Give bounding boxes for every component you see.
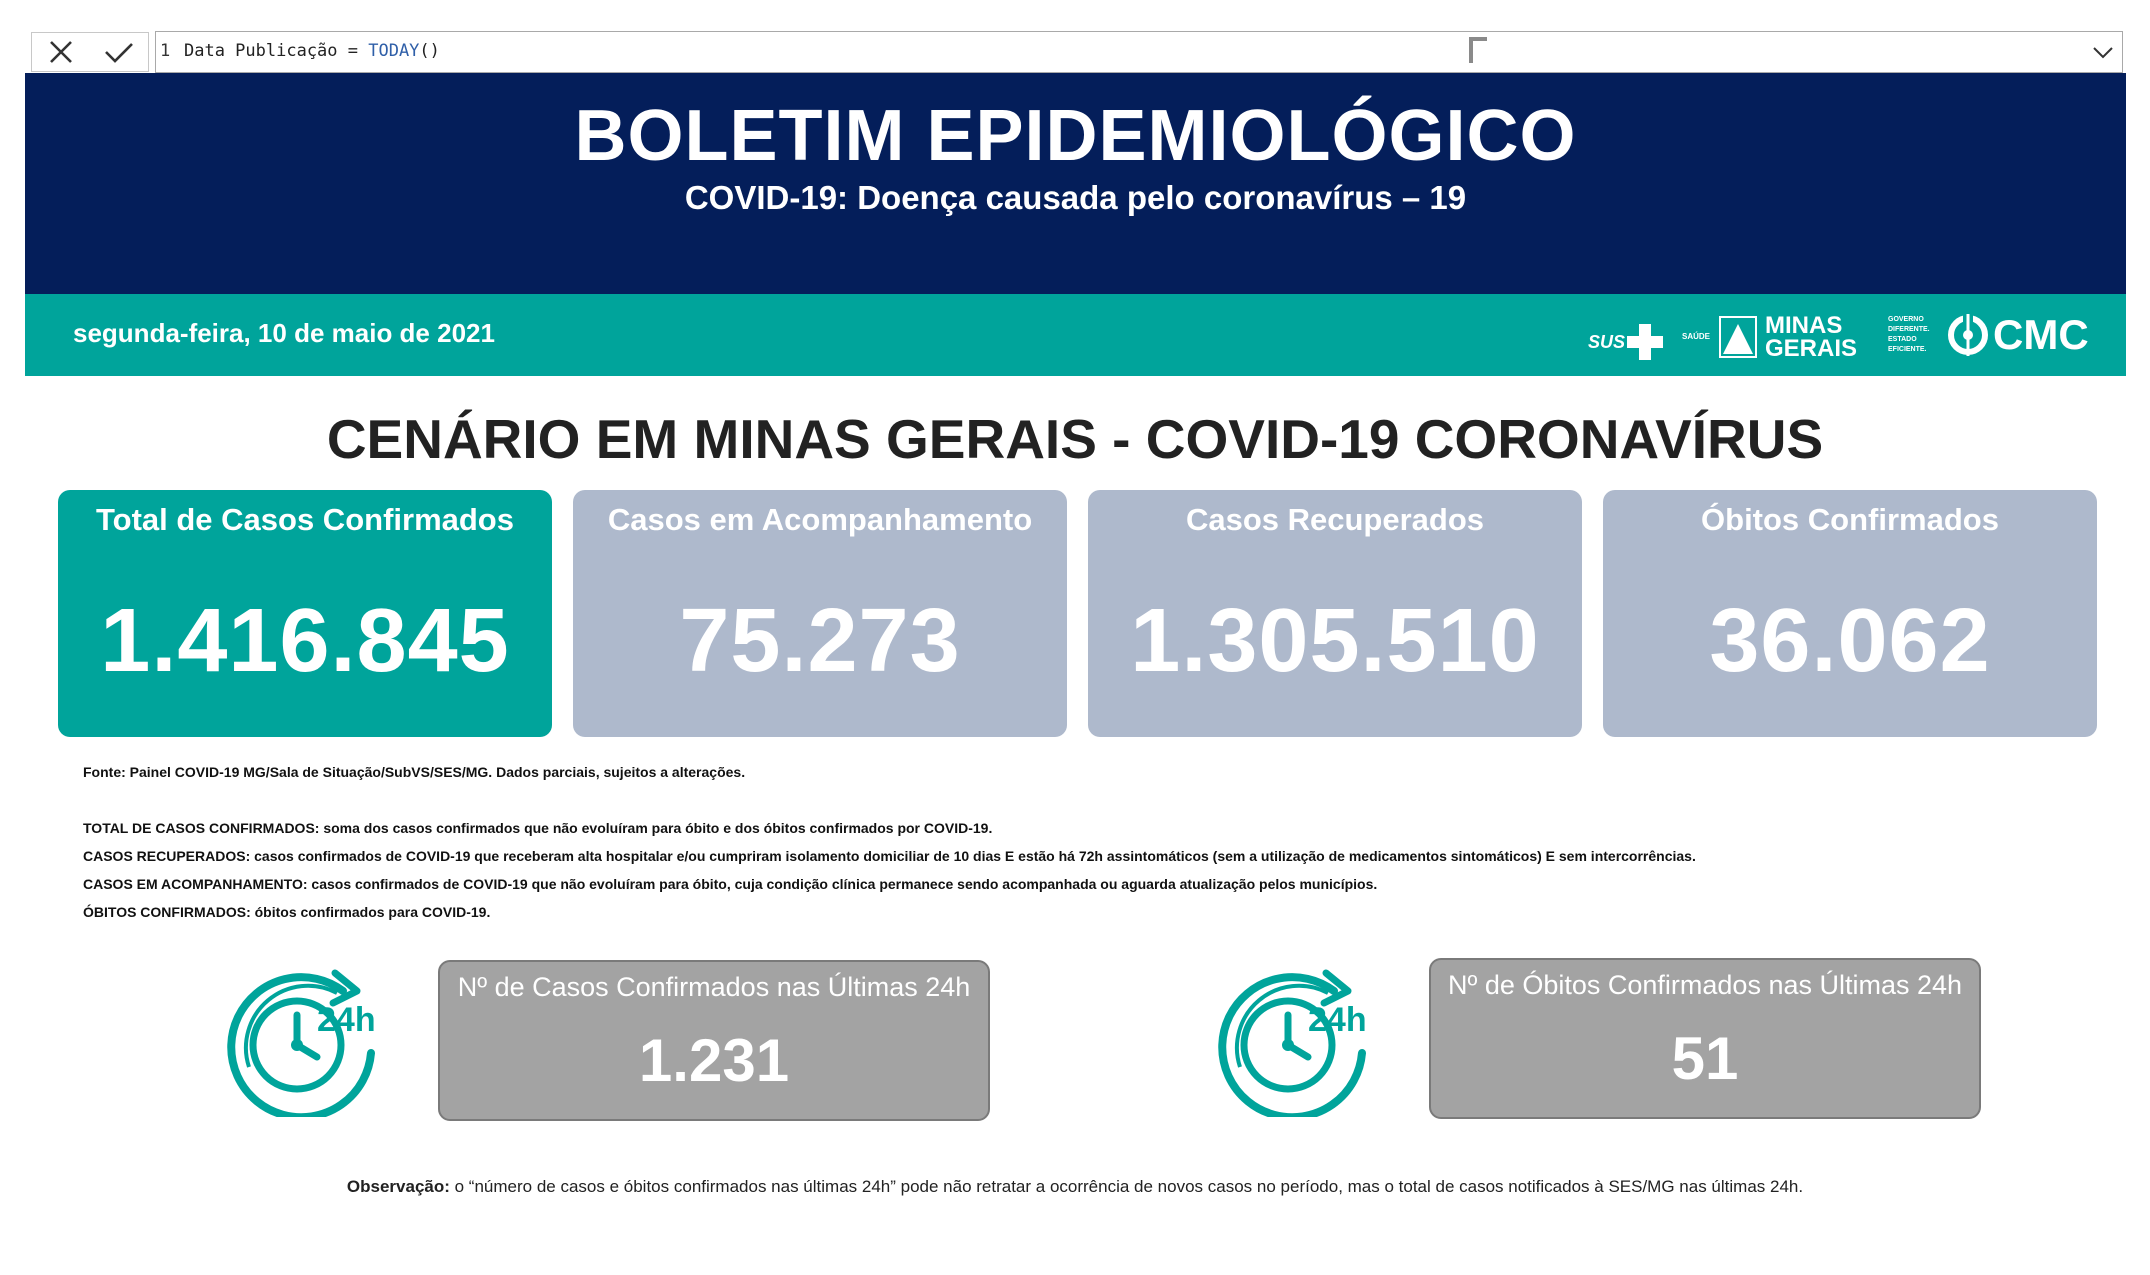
formula-text: Data Publicação = TODAY() <box>184 41 440 61</box>
clock-24h-icon: 24h <box>1218 969 1367 1117</box>
definition-total: TOTAL DE CASOS CONFIRMADOS: soma dos cas… <box>83 820 993 836</box>
date-band: segunda-feira, 10 de maio de 2021 SUS SA… <box>25 294 2126 376</box>
observation-note: Observação: o “número de casos e óbitos … <box>0 1177 2150 1197</box>
cmc-logo: CMC <box>1945 310 2089 360</box>
tagline-4: EFICIENTE. <box>1888 346 1927 353</box>
definition-deaths: ÓBITOS CONFIRMADOS: óbitos confirmados p… <box>83 904 491 920</box>
source-note: Fonte: Painel COVID-19 MG/Sala de Situaç… <box>83 764 746 780</box>
minas-gerais-logo: MINAS GERAIS GOVERNO DIFERENTE. ESTADO E… <box>1719 312 1959 362</box>
tagline-3: ESTADO <box>1888 336 1917 343</box>
card-value: 1.305.510 <box>1130 591 1540 691</box>
section-title: CENÁRIO EM MINAS GERAIS - COVID-19 CORON… <box>326 408 1824 470</box>
clock-label: 24h <box>1308 1001 1367 1039</box>
tagline-1: GOVERNO <box>1888 316 1924 323</box>
cases-24h-value: 1.231 <box>638 1027 790 1094</box>
observation-text: o “número de casos e óbitos confirmados … <box>449 1177 1804 1196</box>
close-icon[interactable] <box>46 37 76 67</box>
formula-args: () <box>419 41 440 61</box>
sus-logo: SUS <box>1588 324 1664 360</box>
definition-recovered: CASOS RECUPERADOS: casos confirmados de … <box>83 848 1696 864</box>
card-value: 36.062 <box>1709 591 1991 691</box>
formula-bar-buttons <box>31 32 149 72</box>
report-header: BOLETIM EPIDEMIOLÓGICO COVID-19: Doença … <box>25 73 2126 294</box>
gerais-text: GERAIS <box>1765 335 1858 362</box>
deaths-24h-label: Nº de Óbitos Confirmados nas Últimas 24h <box>1447 970 1963 1000</box>
tagline-2: DIFERENTE. <box>1888 326 1930 333</box>
mountain-icon <box>1719 316 1757 358</box>
cases-24h-label: Nº de Casos Confirmados nas Últimas 24h <box>457 972 971 1002</box>
clock-24h-icon: 24h <box>227 969 376 1117</box>
cursor-marker <box>1469 37 1473 63</box>
definition-monitoring: CASOS EM ACOMPANHAMENTO: casos confirmad… <box>83 876 1378 892</box>
cases-24h-box: Nº de Casos Confirmados nas Últimas 24h … <box>438 960 990 1121</box>
saude-label: SAÚDE <box>1682 332 1711 341</box>
card-label: Total de Casos Confirmados <box>96 502 514 537</box>
sus-logo-text: SUS <box>1588 331 1626 352</box>
card-label: Casos em Acompanhamento <box>607 502 1033 537</box>
cmc-emblem-icon <box>1948 310 1988 356</box>
line-number: 1 <box>160 41 171 61</box>
minas-text: MINAS <box>1765 312 1843 339</box>
page-subtitle: COVID-19: Doença causada pelo coronavíru… <box>684 179 1467 216</box>
card-label: Óbitos Confirmados <box>1701 502 1999 537</box>
formula-function: TODAY <box>368 41 420 61</box>
cursor-marker-top <box>1469 37 1487 41</box>
formula-bar-input[interactable]: 1 Data Publicação = TODAY() <box>155 31 2123 73</box>
page-title: BOLETIM EPIDEMIOLÓGICO <box>574 96 1577 176</box>
card-label: Casos Recuperados <box>1185 502 1485 537</box>
formula-field: Data Publicação = <box>184 41 369 61</box>
observation-label: Observação: <box>346 1177 450 1196</box>
check-icon[interactable] <box>103 37 135 67</box>
card-total-confirmed: Total de Casos Confirmados 1.416.845 <box>58 490 552 737</box>
deaths-24h-value: 51 <box>1671 1025 1739 1092</box>
report-date: segunda-feira, 10 de maio de 2021 <box>73 318 495 348</box>
chevron-down-icon[interactable] <box>2092 42 2114 67</box>
cmc-text: CMC <box>1993 311 2089 358</box>
card-recovered: Casos Recuperados 1.305.510 <box>1088 490 1582 737</box>
card-deaths: Óbitos Confirmados 36.062 <box>1603 490 2097 737</box>
deaths-24h-box: Nº de Óbitos Confirmados nas Últimas 24h… <box>1429 958 1981 1119</box>
card-monitoring: Casos em Acompanhamento 75.273 <box>573 490 1067 737</box>
plus-icon <box>1627 324 1664 360</box>
card-value: 1.416.845 <box>100 591 510 691</box>
clock-label: 24h <box>317 1001 376 1039</box>
card-value: 75.273 <box>679 591 961 691</box>
